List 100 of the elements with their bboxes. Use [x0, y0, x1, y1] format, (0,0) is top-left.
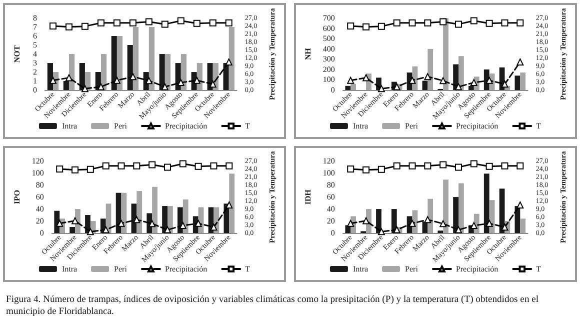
point	[81, 22, 88, 30]
bar	[428, 198, 434, 233]
point	[65, 74, 72, 82]
bar	[132, 27, 139, 90]
y-tick-label: 400	[322, 44, 335, 54]
point	[49, 22, 56, 30]
point	[113, 76, 120, 84]
y-tick-label: 500	[322, 34, 335, 44]
point	[378, 166, 385, 173]
point	[393, 162, 400, 170]
text: Figura 4. Número de trampas, índices de oviposición y variables climáticas como la presipitación (P) y la temperatura (T) obtendidos en el municipio de Floridablanca.	[6, 294, 540, 318]
point	[362, 166, 370, 174]
point	[470, 79, 478, 86]
point	[161, 20, 168, 28]
y-tick-label: 200	[322, 64, 335, 74]
point	[118, 220, 125, 227]
point	[516, 58, 524, 66]
y-tick-label: 60	[36, 192, 44, 202]
y-tick-label: 3	[33, 58, 37, 68]
point	[516, 162, 524, 170]
point	[501, 80, 508, 88]
point	[440, 77, 447, 84]
point	[424, 19, 432, 26]
y-tick-label: 120	[32, 156, 44, 166]
point	[362, 217, 370, 224]
y-axis-title: NOT	[12, 44, 22, 63]
legend-label: Precipitación	[456, 264, 498, 274]
y-tick-label: 2	[33, 68, 37, 77]
bar	[428, 48, 434, 90]
y-axis-title: IDH	[304, 188, 312, 205]
bar	[111, 36, 117, 90]
bar	[159, 54, 165, 90]
point	[347, 220, 354, 227]
point	[454, 83, 462, 90]
point	[486, 76, 493, 84]
y-tick-label: 40	[36, 204, 44, 214]
legend-label: T	[245, 122, 250, 130]
point	[347, 22, 354, 30]
point	[470, 160, 478, 168]
y-tick-label: 0	[330, 86, 335, 94]
point	[424, 216, 432, 224]
point	[225, 58, 232, 66]
point	[470, 17, 478, 24]
y-tick-label: 100	[32, 168, 44, 178]
y-tick-label: 100	[322, 168, 335, 178]
legend-label: Intra	[62, 264, 78, 274]
bar	[63, 81, 69, 90]
y-tick-label: 7	[33, 22, 37, 32]
bar	[116, 192, 122, 233]
point	[501, 224, 508, 231]
legend-label: Precipitación	[456, 122, 498, 130]
legend-label: Peri	[405, 264, 419, 274]
point	[486, 162, 493, 170]
point	[424, 162, 432, 170]
y-tick-label: 300	[322, 54, 335, 64]
legend-label: Precipitación	[164, 264, 208, 274]
legend-label: Peri	[114, 122, 128, 130]
point	[408, 162, 416, 170]
point	[161, 83, 168, 90]
point	[393, 83, 400, 90]
point	[65, 23, 72, 30]
point	[179, 160, 186, 168]
y-tick-label: 0	[40, 228, 44, 238]
point	[72, 166, 79, 174]
point	[164, 226, 171, 234]
bar	[148, 27, 155, 90]
bar	[458, 183, 464, 233]
legend-label: T	[536, 122, 542, 130]
point	[145, 77, 152, 84]
point	[454, 164, 462, 171]
point	[393, 226, 400, 234]
point	[129, 19, 136, 26]
point	[440, 18, 447, 26]
point	[177, 79, 184, 86]
y-tick-label: 6	[33, 32, 37, 41]
bar	[520, 72, 526, 90]
y-tick-label: 600	[322, 24, 335, 33]
point	[113, 19, 120, 26]
bar	[228, 27, 234, 90]
bar	[484, 174, 490, 233]
point	[49, 76, 56, 84]
bar	[443, 180, 448, 233]
point	[486, 220, 493, 227]
point	[516, 19, 524, 26]
legend-label: T	[245, 264, 250, 274]
bar	[164, 54, 170, 90]
point	[193, 20, 200, 27]
point	[133, 162, 140, 170]
y-tick-label: 8	[33, 14, 37, 23]
bar	[514, 76, 520, 90]
y-tick-label: 80	[36, 180, 44, 190]
point	[102, 162, 110, 170]
legend-label: Precipitación	[164, 122, 208, 130]
point	[129, 73, 136, 80]
point	[454, 226, 462, 234]
legend-label: Peri	[405, 122, 419, 130]
point	[408, 76, 416, 84]
point	[516, 202, 524, 209]
point	[145, 18, 152, 26]
point	[193, 76, 200, 84]
